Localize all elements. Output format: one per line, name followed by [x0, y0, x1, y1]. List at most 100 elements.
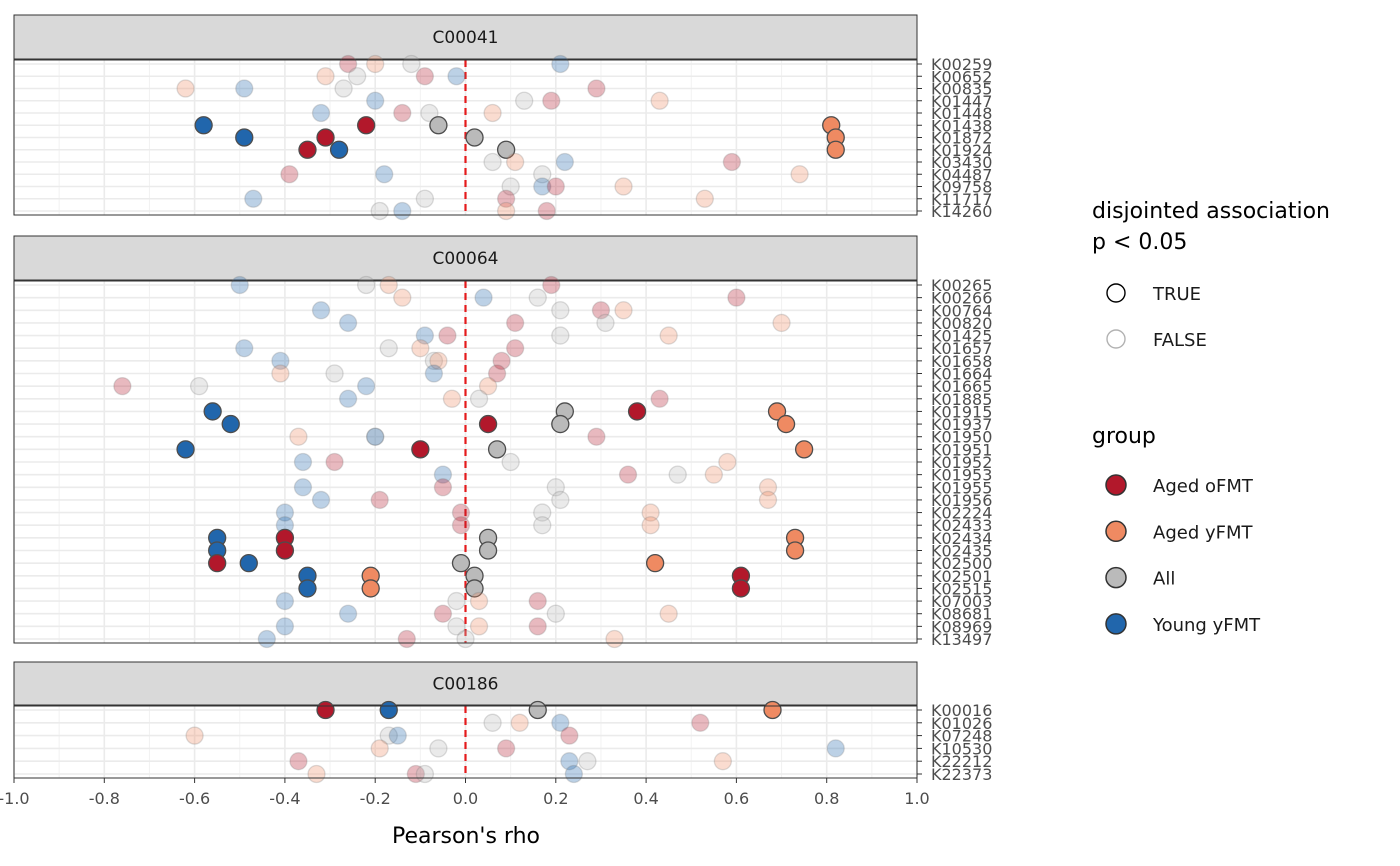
data-point	[424, 351, 444, 371]
data-point	[496, 140, 516, 159]
data-point	[618, 465, 638, 484]
data-point	[551, 326, 570, 345]
data-point	[311, 490, 331, 510]
y-tick-label: K01438	[931, 116, 992, 135]
y-tick-label: K13497	[931, 630, 992, 649]
data-point	[298, 140, 317, 159]
data-point	[650, 389, 669, 408]
data-point	[393, 288, 412, 307]
data-point	[415, 189, 435, 208]
data-point	[316, 128, 335, 147]
data-point	[293, 478, 313, 497]
legend-label: FALSE	[1153, 330, 1207, 351]
data-point	[189, 376, 209, 396]
y-tick-label: K02224	[931, 504, 992, 523]
y-tick-label: K01872	[931, 129, 992, 148]
data-point	[185, 726, 204, 745]
data-point	[329, 140, 349, 159]
data-point	[208, 553, 227, 573]
data-point	[767, 402, 787, 421]
data-point	[515, 91, 534, 110]
y-tick-label: K01658	[931, 352, 992, 371]
data-point	[496, 739, 516, 758]
data-point	[465, 128, 484, 147]
y-tick-label: K01937	[931, 415, 992, 434]
data-point	[366, 427, 385, 446]
data-point	[758, 490, 778, 510]
facet-strip	[13, 661, 918, 706]
legend-key	[1106, 329, 1126, 349]
data-point	[551, 490, 570, 510]
data-point	[478, 414, 498, 434]
data-point	[785, 541, 805, 560]
y-tick-label: K01951	[931, 440, 992, 459]
data-point	[641, 516, 660, 535]
facet-panel: C00064K13497K08969K08681K07003K02515K025…	[13, 235, 992, 649]
y-tick-label: K04487	[931, 165, 992, 184]
data-point	[275, 541, 295, 560]
data-point	[469, 389, 489, 408]
legend-label: All	[1153, 569, 1175, 590]
x-tick-label: 0.2	[543, 789, 568, 808]
facet-panel: C00041 K14260K11717K09758K04487K03430K019…	[13, 14, 992, 221]
x-tick-label: -0.4	[269, 789, 300, 808]
legend-label: Aged yFMT	[1153, 522, 1253, 543]
data-point	[826, 739, 845, 758]
y-tick-label: K01657	[931, 339, 992, 358]
x-tick-label: -0.8	[89, 789, 120, 808]
data-point	[501, 177, 520, 196]
data-point	[483, 103, 502, 123]
y-tick-label: K02435	[931, 542, 992, 561]
data-point	[194, 116, 213, 135]
y-tick-label: K07003	[931, 592, 992, 611]
data-point	[506, 152, 525, 172]
data-point	[366, 91, 385, 110]
data-point	[790, 165, 809, 184]
data-point	[456, 629, 475, 649]
x-axis-title: Pearson's rho	[392, 824, 540, 849]
data-point	[546, 177, 565, 196]
data-point	[722, 152, 742, 172]
data-point	[424, 364, 444, 383]
data-point	[429, 116, 448, 135]
y-tick-label: K08681	[931, 605, 992, 624]
data-point	[776, 414, 796, 434]
y-tick-label: K00820	[931, 314, 992, 333]
data-point	[659, 604, 678, 623]
x-tick-label: -0.6	[179, 789, 210, 808]
x-tick-label: 0.6	[724, 789, 749, 808]
data-point	[275, 591, 295, 611]
data-point	[415, 326, 435, 345]
data-point	[587, 79, 606, 98]
data-point	[483, 713, 502, 732]
data-point	[551, 54, 570, 74]
facet-strip-label: C00186	[433, 675, 499, 695]
data-point	[614, 301, 633, 320]
data-point	[203, 402, 222, 421]
data-point	[357, 116, 376, 135]
data-point	[492, 351, 511, 371]
data-point	[528, 617, 547, 636]
data-point	[650, 91, 669, 110]
data-point	[397, 629, 416, 649]
data-point	[483, 152, 502, 172]
data-point	[447, 67, 466, 86]
data-point	[334, 79, 353, 98]
data-point	[415, 67, 435, 86]
data-point	[176, 79, 195, 98]
y-tick-label: K01952	[931, 453, 992, 472]
y-tick-label: K00265	[931, 276, 992, 295]
y-tick-label: K01425	[931, 327, 992, 346]
data-point	[451, 553, 471, 573]
x-axis: -1.0 -0.8 -0.6 -0.4 -0.2 0.0 0.2 0.4 0.6 0.8 1.0	[0, 778, 930, 808]
data-point	[645, 553, 665, 573]
y-tick-label: K11717	[931, 190, 992, 209]
data-point	[474, 288, 493, 307]
data-point	[415, 764, 435, 784]
y-tick-label: K03430	[931, 153, 992, 172]
data-point	[311, 103, 331, 123]
data-point	[325, 452, 344, 472]
data-point	[375, 165, 394, 184]
data-point	[510, 713, 529, 732]
y-tick-label: K01664	[931, 365, 992, 384]
